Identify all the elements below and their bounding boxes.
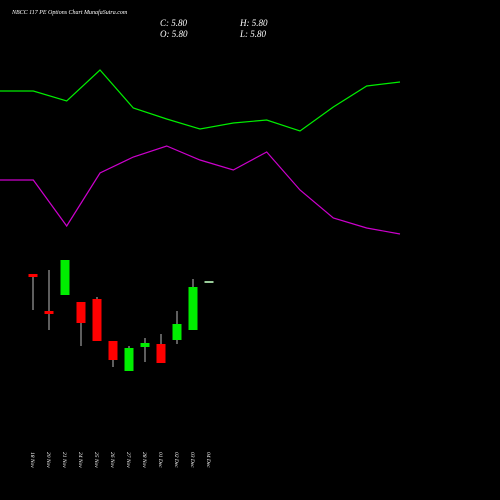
- x-tick-group: 04 Dec: [205, 452, 212, 468]
- x-tick-label: 02 Dec: [173, 452, 179, 468]
- x-tick-label: 01 Dec: [157, 452, 163, 468]
- x-tick-label: 18 Nov: [29, 452, 35, 468]
- candle-body: [108, 341, 118, 360]
- high-label: H: 5.80: [239, 18, 268, 28]
- x-tick-label: 04 Dec: [205, 452, 212, 468]
- x-tick-group: 25 Nov: [93, 452, 99, 468]
- low-label: L: 5.80: [239, 29, 267, 39]
- candle-body: [204, 281, 214, 283]
- x-tick-label: 28 Nov: [141, 452, 147, 468]
- x-tick-label: 25 Nov: [93, 452, 99, 468]
- x-tick-group: 03 Dec: [189, 452, 195, 468]
- x-tick-group: 02 Dec: [173, 452, 179, 468]
- candle-body: [60, 260, 70, 295]
- x-tick-label: 24 Nov: [77, 452, 84, 468]
- x-tick-group: 21 Nov: [61, 452, 67, 468]
- candle-body: [92, 299, 102, 341]
- x-tick-label: 27 Nov: [125, 452, 131, 468]
- close-label: C: 5.80: [160, 18, 188, 28]
- candle-body: [76, 302, 86, 323]
- x-tick-group: 01 Dec: [157, 452, 163, 468]
- x-tick-label: 21 Nov: [61, 452, 67, 468]
- candle-body: [140, 343, 150, 347]
- x-tick-label: 20 Nov: [45, 452, 51, 468]
- x-tick-group: 24 Nov: [77, 452, 84, 468]
- indicator-line: [0, 69, 401, 132]
- candle-body: [188, 287, 198, 330]
- candle-body: [28, 274, 38, 277]
- candle-body: [156, 344, 166, 363]
- x-tick-label: 03 Dec: [189, 452, 195, 468]
- chart-title: NBCC 117 PE Options Chart MunafaSutra.co…: [11, 9, 128, 16]
- candle-body: [124, 348, 134, 371]
- x-tick-group: 20 Nov: [45, 452, 51, 468]
- open-label: O: 5.80: [160, 29, 188, 39]
- x-tick-group: 27 Nov: [125, 452, 131, 468]
- candle-body: [172, 324, 182, 340]
- x-tick-group: 26 Nov: [109, 452, 115, 468]
- x-tick-label: 26 Nov: [109, 452, 115, 468]
- x-tick-group: 18 Nov: [29, 452, 35, 468]
- x-tick-group: 28 Nov: [141, 452, 147, 468]
- indicator-line: [0, 145, 401, 235]
- candle-body: [44, 311, 54, 314]
